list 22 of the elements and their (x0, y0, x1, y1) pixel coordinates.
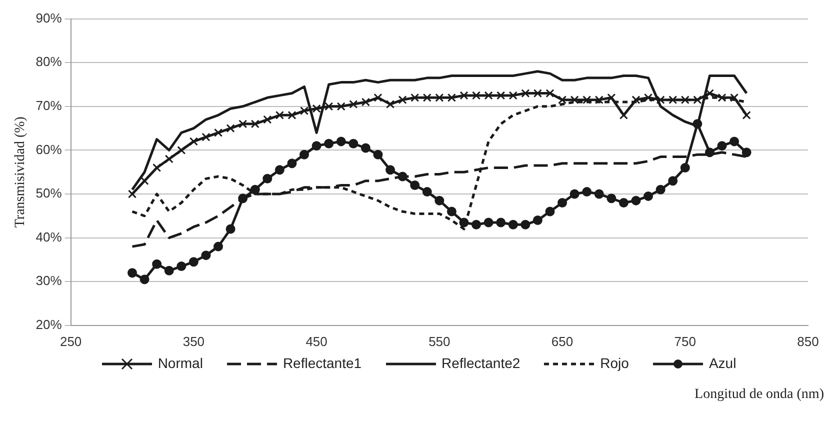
legend-label: Reflectante2 (442, 355, 520, 371)
x-tick-label: 250 (60, 334, 82, 349)
legend-label: Rojo (600, 355, 629, 371)
x-tick-label: 650 (551, 334, 574, 349)
legend-label: Normal (158, 355, 203, 371)
y-tick-label: 50% (36, 186, 62, 201)
y-tick-label: 40% (36, 229, 62, 244)
y-tick-label: 20% (36, 316, 62, 332)
y-tick-label: 30% (36, 273, 62, 288)
legend-label: Azul (708, 355, 736, 371)
x-tick-label: 350 (182, 334, 205, 349)
x-tick-label: 550 (428, 334, 450, 349)
x-axis-title: Longitud de onda (nm) (694, 387, 825, 404)
y-tick-label: 90% (36, 10, 62, 26)
x-tick-label: 850 (797, 334, 819, 349)
x-tick-label: 750 (674, 334, 696, 349)
y-axis-title: Transmisividad (%) (13, 116, 28, 228)
y-tick-label: 70% (36, 98, 62, 113)
x-tick-label: 450 (306, 334, 328, 349)
legend-label: Reflectante1 (282, 355, 362, 371)
y-tick-label: 80% (36, 54, 62, 70)
y-tick-label: 60% (36, 142, 62, 157)
